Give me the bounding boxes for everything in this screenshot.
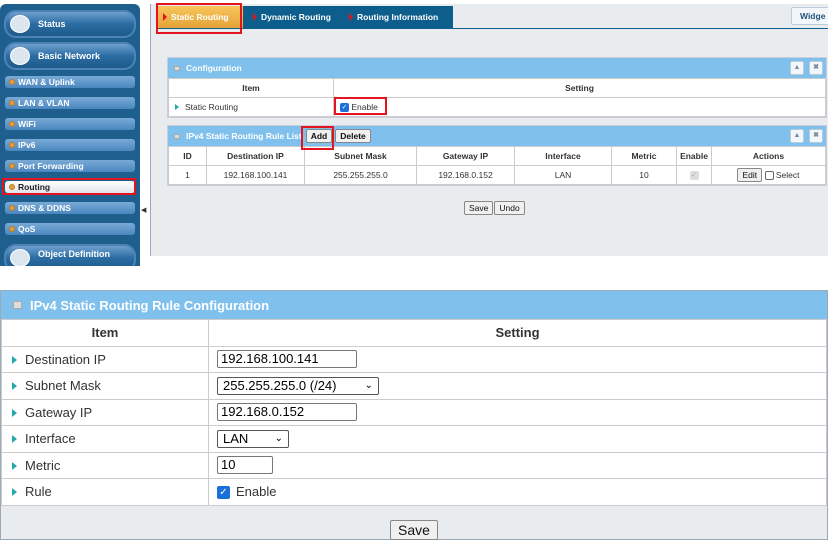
sidebar-section-object-definition[interactable]: Object Definition: [4, 244, 136, 266]
panel-icon: [174, 65, 180, 71]
destination-ip-input[interactable]: 192.168.100.141: [217, 350, 357, 369]
tab-static-routing[interactable]: Static Routing: [157, 6, 243, 28]
arrow-icon: [349, 13, 353, 21]
sidebar-item-port-forwarding[interactable]: Port Forwarding: [5, 160, 135, 172]
tab-routing-information[interactable]: Routing Information: [343, 6, 444, 28]
gateway-ip-input[interactable]: 192.168.0.152: [217, 403, 357, 422]
rule-enable-checkbox: ✓: [689, 171, 699, 181]
arrow-icon: [12, 461, 17, 470]
close-icon[interactable]: ✖: [809, 61, 823, 75]
highlight-enable: [334, 97, 387, 115]
tab-dynamic-routing[interactable]: Dynamic Routing: [247, 6, 337, 28]
rule-configuration-panel: IPv4 Static Routing Rule Configuration I…: [0, 290, 828, 540]
arrow-icon: [163, 13, 167, 21]
edit-button[interactable]: Edit: [737, 168, 763, 182]
highlight-static-routing-tab: [156, 3, 242, 34]
sidebar: Status Basic Network WAN & Uplink LAN & …: [0, 4, 140, 266]
bullet-icon: [9, 100, 15, 106]
bullet-icon: [9, 163, 15, 169]
bullet-icon: [9, 226, 15, 232]
interface-select[interactable]: LAN ⌄: [217, 429, 289, 448]
rule-list-panel: IPv4 Static Routing Rule List Add Delete…: [167, 125, 827, 186]
bullet-icon: [9, 142, 15, 148]
close-icon[interactable]: ✖: [809, 129, 823, 143]
panel-header: IPv4 Static Routing Rule Configuration: [1, 291, 827, 319]
panel-icon: [13, 301, 22, 309]
sidebar-item-wifi[interactable]: WiFi: [5, 118, 135, 130]
bullet-icon: [9, 184, 15, 190]
arrow-icon: [253, 13, 257, 21]
static-routing-enable-checkbox[interactable]: ✓: [340, 103, 349, 113]
configuration-panel: Configuration ▲ ✖ Item Setting Static Rout…: [167, 57, 827, 118]
sidebar-item-routing[interactable]: Routing: [5, 181, 135, 193]
rule-enable-checkbox[interactable]: ✓: [217, 486, 230, 500]
status-chart-icon: [10, 15, 30, 33]
rule-configuration-table: Item Setting Destination IP 192.168.100.1…: [1, 319, 827, 506]
save-rule-button[interactable]: Save: [390, 520, 438, 540]
bullet-icon: [9, 79, 15, 85]
object-icon: [10, 249, 30, 266]
widget-button[interactable]: Widge: [791, 7, 828, 25]
arrow-icon: [12, 408, 17, 417]
chevron-down-icon: ⌄: [274, 433, 283, 445]
sidebar-item-ipv6[interactable]: IPv6: [5, 139, 135, 151]
arrow-icon: [12, 382, 17, 391]
panel-header: Configuration ▲ ✖: [168, 58, 826, 78]
arrow-icon: [175, 104, 179, 110]
table-row: 1 192.168.100.141 255.255.255.0 192.168.…: [168, 165, 826, 185]
globe-icon: [10, 47, 30, 65]
bullet-icon: [9, 121, 15, 127]
sidebar-item-wan-uplink[interactable]: WAN & Uplink: [5, 76, 135, 88]
chevron-down-icon: ⌄: [364, 380, 373, 392]
metric-input[interactable]: 10: [217, 456, 273, 475]
panel-header: IPv4 Static Routing Rule List Add Delete…: [168, 126, 826, 146]
delete-button[interactable]: Delete: [335, 129, 371, 143]
collapse-sidebar-icon[interactable]: ◀: [141, 207, 147, 214]
arrow-icon: [12, 355, 17, 364]
bullet-icon: [9, 205, 15, 211]
sidebar-section-basic-network[interactable]: Basic Network: [4, 42, 136, 70]
main-content: Static Routing Dynamic Routing Routing I…: [150, 4, 828, 256]
add-button[interactable]: Add: [305, 129, 333, 143]
tab-bar: Static Routing Dynamic Routing Routing I…: [157, 6, 453, 28]
save-button[interactable]: Save: [464, 201, 494, 215]
sidebar-section-status[interactable]: Status: [4, 10, 136, 38]
collapse-icon[interactable]: ▲: [790, 129, 804, 143]
highlight-routing: [2, 178, 136, 195]
sidebar-item-lan-vlan[interactable]: LAN & VLAN: [5, 97, 135, 109]
tab-underline: [157, 28, 828, 29]
arrow-icon: [12, 488, 17, 497]
collapse-icon[interactable]: ▲: [790, 61, 804, 75]
rule-list-table: ID Destination IP Subnet Mask Gateway IP…: [168, 146, 826, 185]
highlight-add: [301, 126, 334, 150]
select-checkbox[interactable]: [764, 171, 774, 181]
panel-icon: [174, 133, 180, 139]
undo-button[interactable]: Undo: [494, 201, 525, 215]
sidebar-item-dns-ddns[interactable]: DNS & DDNS: [5, 202, 135, 214]
subnet-mask-select[interactable]: 255.255.255.0 (/24) ⌄: [217, 376, 379, 395]
sidebar-item-qos[interactable]: QoS: [5, 223, 135, 235]
form-actions: Save Undo: [464, 201, 525, 215]
configuration-table: Item Setting Static Routing ✓ Enable: [168, 78, 826, 117]
arrow-icon: [12, 435, 17, 444]
